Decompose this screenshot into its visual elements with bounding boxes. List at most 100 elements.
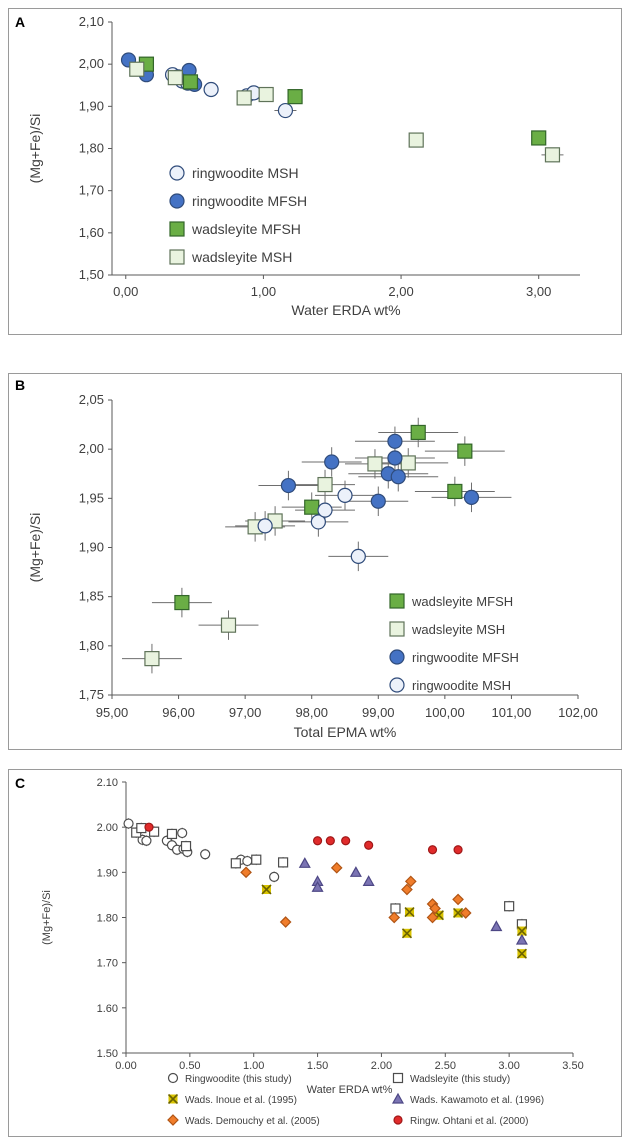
chart3-x-tick-label: 3.50 (562, 1060, 583, 1072)
chart2-point-ring-mfsh (387, 450, 403, 466)
chart3-point-inoue (261, 884, 272, 895)
chart3-point-inoue-x (516, 948, 527, 959)
chart2-point-wads-mfsh (174, 594, 190, 611)
chart2-x-tick-label: 101,00 (492, 705, 532, 720)
chart2-legend-marker (389, 677, 405, 693)
chart3-y-tick-label: 1.80 (97, 913, 118, 925)
chart3-y-axis-title: (Mg+Fe)/Si (41, 890, 53, 945)
chart3-point-inoue (452, 907, 464, 919)
chart3-point-ohtani (312, 836, 323, 846)
chart2-point-ring-mfsh (324, 454, 340, 470)
chart2-y-tick-label: 1,80 (79, 638, 104, 653)
chart3-point-wads-msh-c (251, 854, 262, 865)
chart3-point-demouchy (401, 883, 413, 896)
chart2-x-tick-label: 102,00 (558, 705, 598, 720)
chart1-y-tick-label: 1,50 (79, 267, 104, 282)
chart3-point-demouchy (279, 916, 292, 928)
chart3-point-ohtani (341, 836, 351, 846)
chart2-legend-marker (389, 649, 405, 665)
chart3-point-demouchy (429, 902, 441, 915)
chart3-point-wads-msh-c (230, 858, 241, 869)
chart3-point-inoue-x (261, 884, 272, 895)
chart1-point-wads-mfsh (182, 74, 199, 90)
chart2-point-wads-mfsh (457, 443, 473, 459)
chart3-point-kawamoto (349, 866, 362, 877)
chart2-x-tick-label: 96,00 (162, 705, 195, 720)
chart1-legend-label: wadsleyite MSH (191, 249, 292, 265)
chart3-x-tick-label: 0.00 (115, 1060, 136, 1072)
chart2-y-tick-label: 2,05 (79, 392, 104, 407)
chart3-legend-label: Ringwoodite (this study) (185, 1074, 292, 1085)
chart3-point-ring-msh-c (200, 849, 211, 860)
panel-a-label: A (15, 14, 26, 30)
chart3-y-tick-label: 2.00 (97, 822, 118, 834)
chart3-y-tick-label: 1.60 (97, 1003, 118, 1015)
chart2-point-ring-msh (337, 487, 353, 503)
chart3-point-wads-msh-c (136, 822, 147, 834)
chart2-point-ring-mfsh (387, 433, 403, 449)
chart3-point-demouchy (452, 893, 464, 906)
chart2-y-tick-label: 2,00 (79, 441, 104, 456)
panel-a (8, 8, 622, 335)
chart3-legend-marker (392, 1072, 404, 1084)
chart2-point-ring-msh (257, 518, 273, 534)
chart3-legend-label: Wads. Demouchy et al. (2005) (185, 1116, 320, 1127)
chart1-x-tick-label: 3,00 (526, 284, 551, 299)
chart3-point-kawamoto (311, 881, 324, 892)
chart2-legend-marker (389, 621, 405, 637)
chart3-legend-marker (393, 1115, 403, 1125)
chart2-point-ring-mfsh (390, 469, 406, 485)
chart1-legend-marker (169, 249, 185, 265)
chart1-point-wads-msh (258, 86, 274, 103)
chart3-point-ohtani (453, 845, 463, 855)
chart3-point-ohtani (427, 845, 438, 855)
chart1-y-axis-title: (Mg+Fe)/Si (27, 114, 43, 184)
chart2-y-tick-label: 1,95 (79, 490, 104, 505)
chart1-legend-marker (169, 165, 185, 181)
chart1-y-tick-label: 1,70 (79, 183, 104, 198)
chart3-point-wads-msh-c (166, 828, 178, 840)
chart3-point-ring-msh-c (242, 855, 253, 867)
chart3-point-inoue (516, 948, 527, 959)
chart1-y-tick-label: 1,90 (79, 98, 104, 113)
chart3-point-kawamoto (362, 875, 375, 886)
chart3-x-tick-label: 0.50 (179, 1060, 200, 1072)
chart2-point-wads-msh (144, 651, 160, 667)
chart2-x-tick-label: 100,00 (425, 705, 465, 720)
chart3-point-wads-msh-c (390, 903, 401, 914)
chart3-y-tick-label: 1.70 (97, 958, 118, 970)
chart2-point-ring-msh (310, 514, 326, 530)
chart3-point-ohtani (325, 836, 335, 846)
chart3-point-demouchy (426, 911, 439, 924)
chart2-point-wads-msh (220, 617, 237, 633)
chart3-legend-marker (391, 1092, 405, 1104)
chart3-point-wads-msh-c (180, 841, 192, 852)
chart1-x-axis-title: Water ERDA wt% (291, 302, 400, 318)
chart3-point-ring-msh-c (141, 835, 152, 846)
chart3-legend-label: Ringw. Ohtani et al. (2000) (410, 1116, 528, 1127)
chart2-x-tick-label: 97,00 (229, 705, 262, 720)
chart2-legend-marker (389, 593, 405, 609)
chart3-legend-marker (167, 1072, 179, 1084)
chart2-y-tick-label: 1,85 (79, 589, 104, 604)
chart1-point-ring-msh (203, 81, 219, 98)
chart1-y-tick-label: 1,80 (79, 141, 104, 156)
chart2-y-tick-label: 1,75 (79, 687, 104, 702)
chart2-point-wads-msh (367, 456, 383, 472)
chart1-point-wads-mfsh (531, 130, 547, 146)
chart2-legend-label: wadsleyite MFSH (411, 594, 513, 609)
chart3-point-ring-msh-c (177, 827, 188, 839)
chart2-y-axis-title: (Mg+Fe)/Si (27, 513, 43, 583)
chart2-x-axis-title: Total EPMA wt% (294, 724, 397, 740)
chart2-x-tick-label: 98,00 (295, 705, 328, 720)
chart3-point-inoue (404, 907, 415, 918)
chart3-point-inoue (401, 928, 413, 939)
chart3-y-tick-label: 1.50 (97, 1048, 118, 1060)
chart3-legend-label: Wads. Inoue et al. (1995) (185, 1095, 297, 1106)
chart3-legend-marker (167, 1093, 179, 1105)
chart1-point-wads-msh (408, 132, 424, 148)
chart1-legend-label: ringwoodite MSH (192, 165, 299, 181)
chart1-x-tick-label: 0,00 (113, 284, 138, 299)
chart1-point-wads-msh (129, 61, 145, 77)
